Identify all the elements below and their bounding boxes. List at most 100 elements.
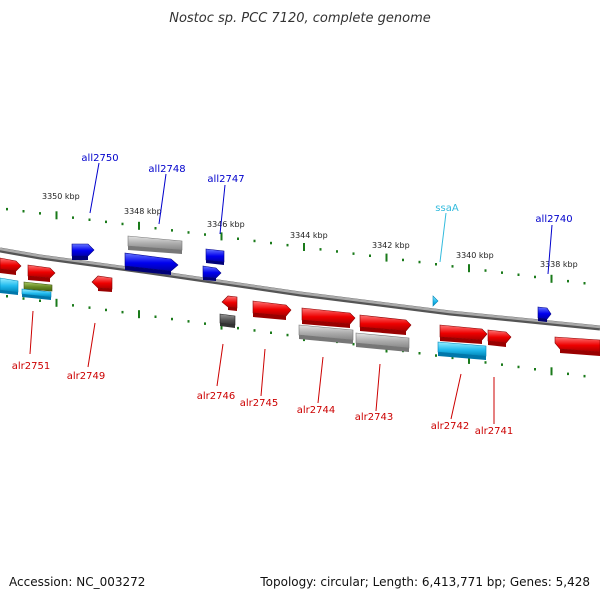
gene-alr2751-olive[interactable] (23, 281, 53, 292)
upper-scale-minor-tick (88, 218, 91, 221)
label-alr2743[interactable]: alr2743 (355, 412, 393, 423)
gene-alr2743-pseudo[interactable] (355, 332, 410, 352)
lower-scale-minor-tick (270, 331, 272, 334)
lower-scale-minor-tick (88, 306, 91, 309)
lower-scale-minor-tick (204, 322, 206, 325)
upper-scale-minor-tick (501, 271, 503, 274)
leader-alr2751 (29, 310, 34, 355)
lower-scale-minor-tick (253, 329, 256, 332)
gene-alr2742-cyan[interactable] (437, 341, 487, 360)
lower-scale-minor-tick (171, 317, 173, 321)
lower-scale-minor-tick (39, 299, 41, 302)
gene-alr2744[interactable] (301, 307, 356, 328)
label-alr2741[interactable]: alr2741 (475, 426, 513, 437)
upper-scale-minor-tick (451, 265, 454, 268)
upper-scale-major-tick (55, 211, 58, 220)
gene-alr2745[interactable] (252, 300, 292, 320)
lower-scale-minor-tick (187, 320, 190, 323)
upper-scale-minor-tick (22, 210, 25, 213)
upper-scale-minor-tick (270, 241, 272, 245)
gene-alr2751-red[interactable] (27, 264, 56, 282)
label-alr2751[interactable]: alr2751 (12, 361, 50, 372)
label-ssaA[interactable]: ssaA (435, 203, 459, 214)
gene-alr2744-pseudo[interactable] (298, 324, 354, 344)
upper-scale-minor-tick (121, 222, 124, 226)
lower-scale-minor-tick (352, 342, 355, 346)
lower-scale-minor-tick (286, 333, 289, 337)
upper-scale-minor-tick (319, 248, 322, 251)
gene-all2740[interactable] (537, 306, 552, 322)
label-alr2744[interactable]: alr2744 (297, 405, 335, 416)
leader-all2748 (158, 173, 167, 225)
upper-scale-major-tick (468, 264, 470, 273)
lower-scale-minor-tick (501, 363, 503, 366)
upper-scale-minor-tick (6, 207, 8, 211)
genome-summary-text: Topology: circular; Length: 6,413,771 bp… (259, 575, 590, 589)
kbp-label-3346: 3346 kbp (207, 220, 245, 229)
lower-scale-minor-tick (534, 368, 536, 371)
upper-scale-minor-tick (39, 212, 41, 215)
gene-alr2749[interactable] (91, 275, 113, 292)
label-all2747[interactable]: all2747 (207, 174, 244, 185)
gene-alr2743[interactable] (359, 314, 412, 335)
accession-text: Accession: NC_003272 (9, 575, 145, 589)
gene-all2747-b[interactable] (202, 265, 222, 281)
upper-scale-minor-tick (567, 279, 569, 283)
label-alr2745[interactable]: alr2745 (240, 398, 278, 409)
label-alr2749[interactable]: alr2749 (67, 371, 105, 382)
gene-all2748[interactable] (124, 252, 179, 275)
gene-alr2741[interactable] (487, 329, 512, 347)
gene-red-left-edge[interactable] (0, 257, 22, 275)
label-all2740[interactable]: all2740 (535, 214, 572, 225)
upper-scale-minor-tick (534, 275, 536, 279)
gene-cyan-left-edge[interactable] (0, 277, 19, 295)
gene-all2748-pseudo[interactable] (127, 235, 183, 254)
kbp-label-3348: 3348 kbp (124, 207, 162, 216)
lower-scale-minor-tick (484, 361, 487, 364)
gene-alr2746-pseudo[interactable] (219, 313, 236, 328)
leader-ssaA (439, 212, 447, 263)
upper-scale-minor-tick (402, 258, 404, 262)
gene-alr2746[interactable] (221, 295, 238, 311)
upper-scale-major-tick (138, 221, 140, 230)
upper-scale-minor-tick (352, 252, 355, 255)
lower-scale-major-tick (138, 310, 140, 319)
gene-ssaA[interactable] (432, 295, 439, 307)
leader-alr2743 (375, 363, 381, 412)
upper-scale-minor-tick (435, 263, 437, 266)
genome-axis (0, 247, 600, 329)
lower-scale-minor-tick (583, 374, 586, 378)
kbp-label-3344: 3344 kbp (290, 231, 328, 240)
lower-scale-minor-tick (451, 356, 454, 360)
gene-all2750[interactable] (71, 243, 95, 260)
label-all2748[interactable]: all2748 (148, 164, 185, 175)
label-alr2742[interactable]: alr2742 (431, 421, 469, 432)
upper-scale-minor-tick (171, 229, 173, 232)
gene-red-right-edge[interactable] (554, 336, 600, 356)
label-alr2746[interactable]: alr2746 (197, 391, 235, 402)
upper-scale-track (6, 207, 586, 285)
kbp-label-3342: 3342 kbp (372, 241, 410, 250)
gene-alr2751-cyan[interactable] (21, 288, 52, 300)
leader-alr2746 (216, 343, 224, 387)
lower-scale-minor-tick (121, 310, 124, 314)
map-title: Nostoc sp. PCC 7120, complete genome (169, 11, 431, 26)
upper-scale-major-tick (385, 253, 388, 262)
upper-scale-minor-tick (187, 231, 190, 234)
upper-scale-minor-tick (286, 243, 289, 247)
lower-scale-minor-tick (435, 354, 437, 357)
lower-scale-minor-tick (237, 326, 239, 330)
upper-scale-minor-tick (484, 269, 487, 272)
upper-scale-major-tick (550, 274, 553, 283)
lower-scale-major-tick (468, 355, 470, 364)
gene-all2747[interactable] (205, 248, 225, 265)
kbp-label-3338: 3338 kbp (540, 260, 578, 269)
label-all2750[interactable]: all2750 (81, 153, 118, 164)
lower-scale-major-tick (550, 367, 553, 376)
upper-scale-minor-tick (517, 273, 520, 276)
upper-scale-minor-tick (369, 254, 371, 257)
upper-scale-minor-tick (418, 260, 421, 264)
gene-alr2742[interactable] (439, 324, 488, 344)
leader-all2750 (89, 162, 100, 214)
